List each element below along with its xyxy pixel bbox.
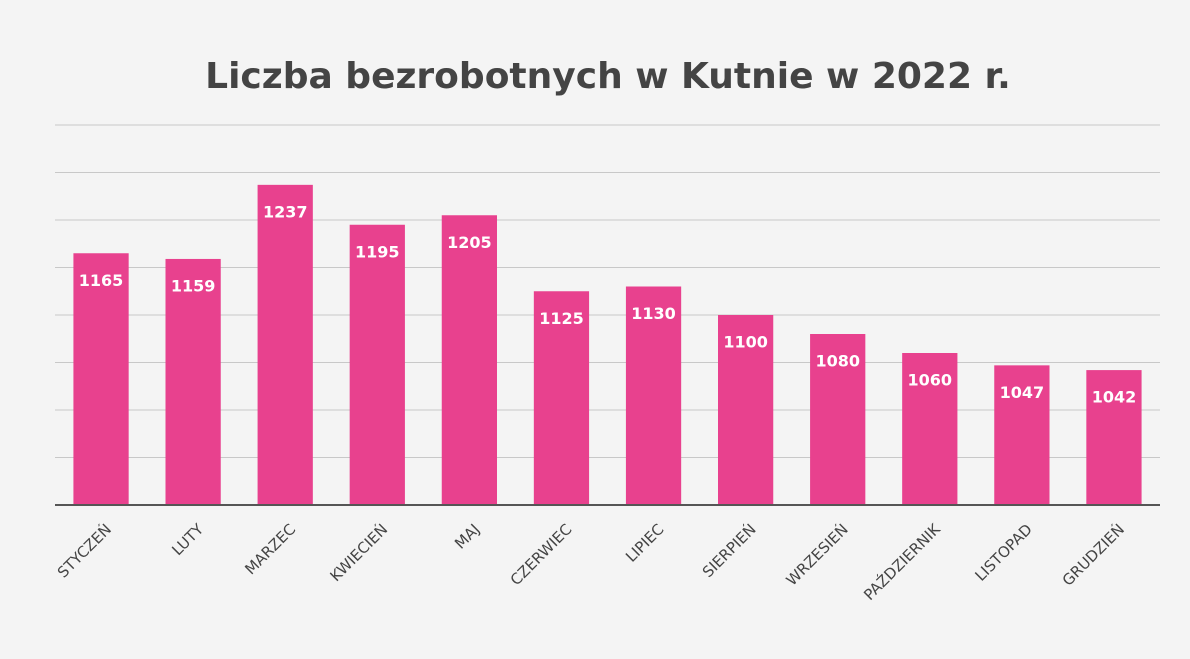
bar xyxy=(533,291,590,505)
value-label: 1237 xyxy=(263,202,308,221)
value-label: 1047 xyxy=(1000,383,1045,402)
value-label: 1042 xyxy=(1092,388,1137,407)
bar xyxy=(441,215,497,505)
value-label: 1195 xyxy=(355,242,400,261)
value-label: 1125 xyxy=(539,309,584,328)
bar xyxy=(810,334,866,505)
bar xyxy=(257,184,313,505)
bar xyxy=(1086,370,1142,505)
bar xyxy=(718,315,774,505)
bar xyxy=(349,224,405,505)
bar xyxy=(165,258,221,505)
bar xyxy=(902,353,958,505)
bar xyxy=(994,365,1050,505)
value-label: 1060 xyxy=(908,371,953,390)
value-label: 1159 xyxy=(171,276,216,295)
chart-title: Liczba bezrobotnych w Kutnie w 2022 r. xyxy=(205,56,1011,97)
bar xyxy=(73,253,129,505)
value-label: 1165 xyxy=(79,271,124,290)
value-label: 1205 xyxy=(447,233,492,252)
bar xyxy=(625,286,682,505)
value-label: 1130 xyxy=(631,304,676,323)
value-label: 1100 xyxy=(723,333,768,352)
value-label: 1080 xyxy=(815,352,860,371)
